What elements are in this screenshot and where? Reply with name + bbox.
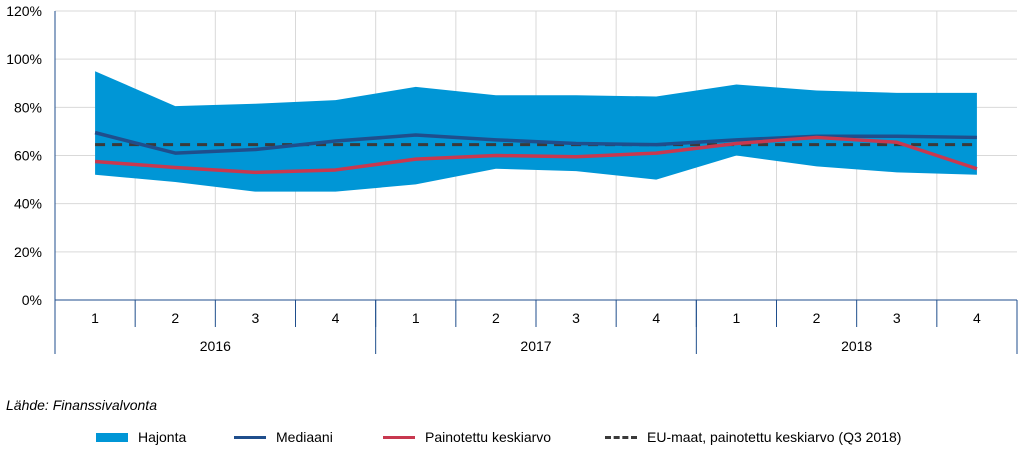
legend-label-hajonta: Hajonta [138, 429, 187, 445]
legend: Hajonta Mediaani Painotettu keskiarvo EU… [0, 429, 1024, 449]
series-layer [94, 130, 978, 175]
x-tick-label: 3 [572, 310, 580, 326]
axes [54, 11, 1018, 354]
legend-swatch-mediaani [234, 435, 266, 439]
x-tick-label: 4 [973, 310, 981, 326]
x-tick-label: 2 [171, 310, 179, 326]
x-tick-labels: 2016 2017 2018 1 2 3 4 1 2 3 4 1 2 3 4 [91, 310, 981, 354]
y-tick-label: 20% [14, 244, 42, 260]
legend-item-eu: EU-maat, painotettu keskiarvo (Q3 2018) [605, 429, 901, 445]
x-tick-label: 1 [733, 310, 741, 326]
series-line-1 [94, 135, 978, 175]
band-hajonta [95, 71, 977, 192]
y-tick-label: 120% [6, 3, 42, 19]
legend-item-hajonta: Hajonta [96, 429, 186, 445]
legend-swatch-painotettu [383, 435, 415, 439]
x-tick-label: 1 [412, 310, 420, 326]
x-tick-label: 2 [492, 310, 500, 326]
x-tick-label: 4 [652, 310, 660, 326]
x-tick-label: 3 [252, 310, 260, 326]
x-group-label: 2016 [200, 338, 231, 354]
y-tick-label: 60% [14, 148, 42, 164]
legend-label-mediaani: Mediaani [276, 429, 333, 445]
x-tick-label: 1 [91, 310, 99, 326]
x-group-label: 2018 [841, 338, 872, 354]
x-tick-label: 3 [893, 310, 901, 326]
y-tick-label: 40% [14, 196, 42, 212]
legend-label-painotettu: Painotettu keskiarvo [425, 429, 552, 445]
y-tick-label: 80% [14, 99, 42, 115]
legend-label-eu: EU-maat, painotettu keskiarvo (Q3 2018) [647, 429, 902, 445]
legend-swatch-eu [605, 435, 637, 439]
source-note: Lähde: Finanssivalvonta [6, 397, 157, 413]
chart: 0% 20% 40% 60% 80% 100% 120% 2016 2017 2018 1 2 3 4 1… [6, 3, 1018, 354]
legend-item-mediaani: Mediaani [234, 429, 333, 445]
x-tick-label: 4 [332, 310, 340, 326]
legend-item-painotettu: Painotettu keskiarvo [383, 429, 551, 445]
y-tick-label: 100% [6, 51, 42, 67]
series-line-0 [94, 130, 977, 155]
y-tick-label: 0% [22, 292, 42, 308]
legend-swatch-hajonta [96, 432, 128, 442]
x-tick-label: 2 [813, 310, 821, 326]
x-group-label: 2017 [520, 338, 551, 354]
band-layer [95, 71, 977, 192]
y-tick-labels: 0% 20% 40% 60% 80% 100% 120% [6, 3, 42, 308]
